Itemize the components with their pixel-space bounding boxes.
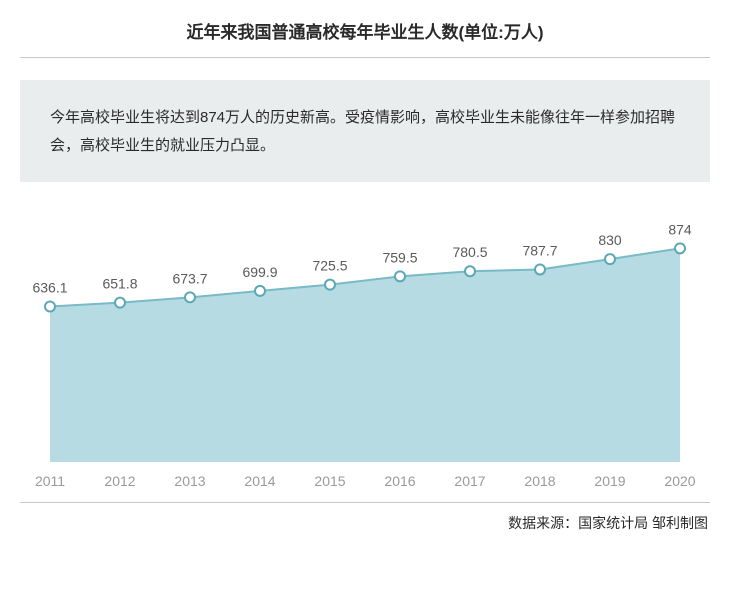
data-marker [115, 297, 125, 307]
value-label: 874 [668, 221, 692, 237]
x-axis-label: 2012 [104, 473, 135, 489]
data-marker [255, 285, 265, 295]
value-label: 725.5 [312, 257, 347, 273]
data-marker [395, 271, 405, 281]
area-chart: 636.1 2011 651.8 2012 673.7 2013 699.9 2014 725.… [20, 182, 710, 502]
x-axis-label: 2020 [664, 473, 695, 489]
data-marker [465, 266, 475, 276]
x-axis-label: 2017 [454, 473, 485, 489]
value-label: 651.8 [102, 275, 137, 291]
chart-title: 近年来我国普通高校每年毕业生人数(单位:万人) [0, 0, 730, 57]
x-axis-label: 2013 [174, 473, 205, 489]
chart-svg: 636.1 2011 651.8 2012 673.7 2013 699.9 2014 725.… [20, 182, 710, 502]
data-marker [185, 292, 195, 302]
value-label: 699.9 [242, 263, 277, 279]
data-marker [535, 264, 545, 274]
x-axis-label: 2016 [384, 473, 415, 489]
x-axis-label: 2018 [524, 473, 555, 489]
x-axis-label: 2015 [314, 473, 345, 489]
data-source: 数据来源：国家统计局 邹利制图 [0, 503, 730, 533]
data-marker [675, 243, 685, 253]
value-label: 830 [598, 232, 622, 248]
data-marker [605, 254, 615, 264]
value-label: 759.5 [382, 249, 417, 265]
x-axis-label: 2011 [35, 473, 65, 489]
data-marker [45, 301, 55, 311]
value-label: 780.5 [452, 244, 487, 260]
data-marker [325, 279, 335, 289]
value-label: 787.7 [522, 242, 557, 258]
top-rule [20, 57, 710, 58]
value-label: 673.7 [172, 270, 207, 286]
x-axis-label: 2014 [244, 473, 275, 489]
summary-callout: 今年高校毕业生将达到874万人的历史新高。受疫情影响，高校毕业生未能像往年一样参… [20, 80, 710, 182]
x-axis-label: 2019 [594, 473, 625, 489]
value-label: 636.1 [32, 279, 67, 295]
